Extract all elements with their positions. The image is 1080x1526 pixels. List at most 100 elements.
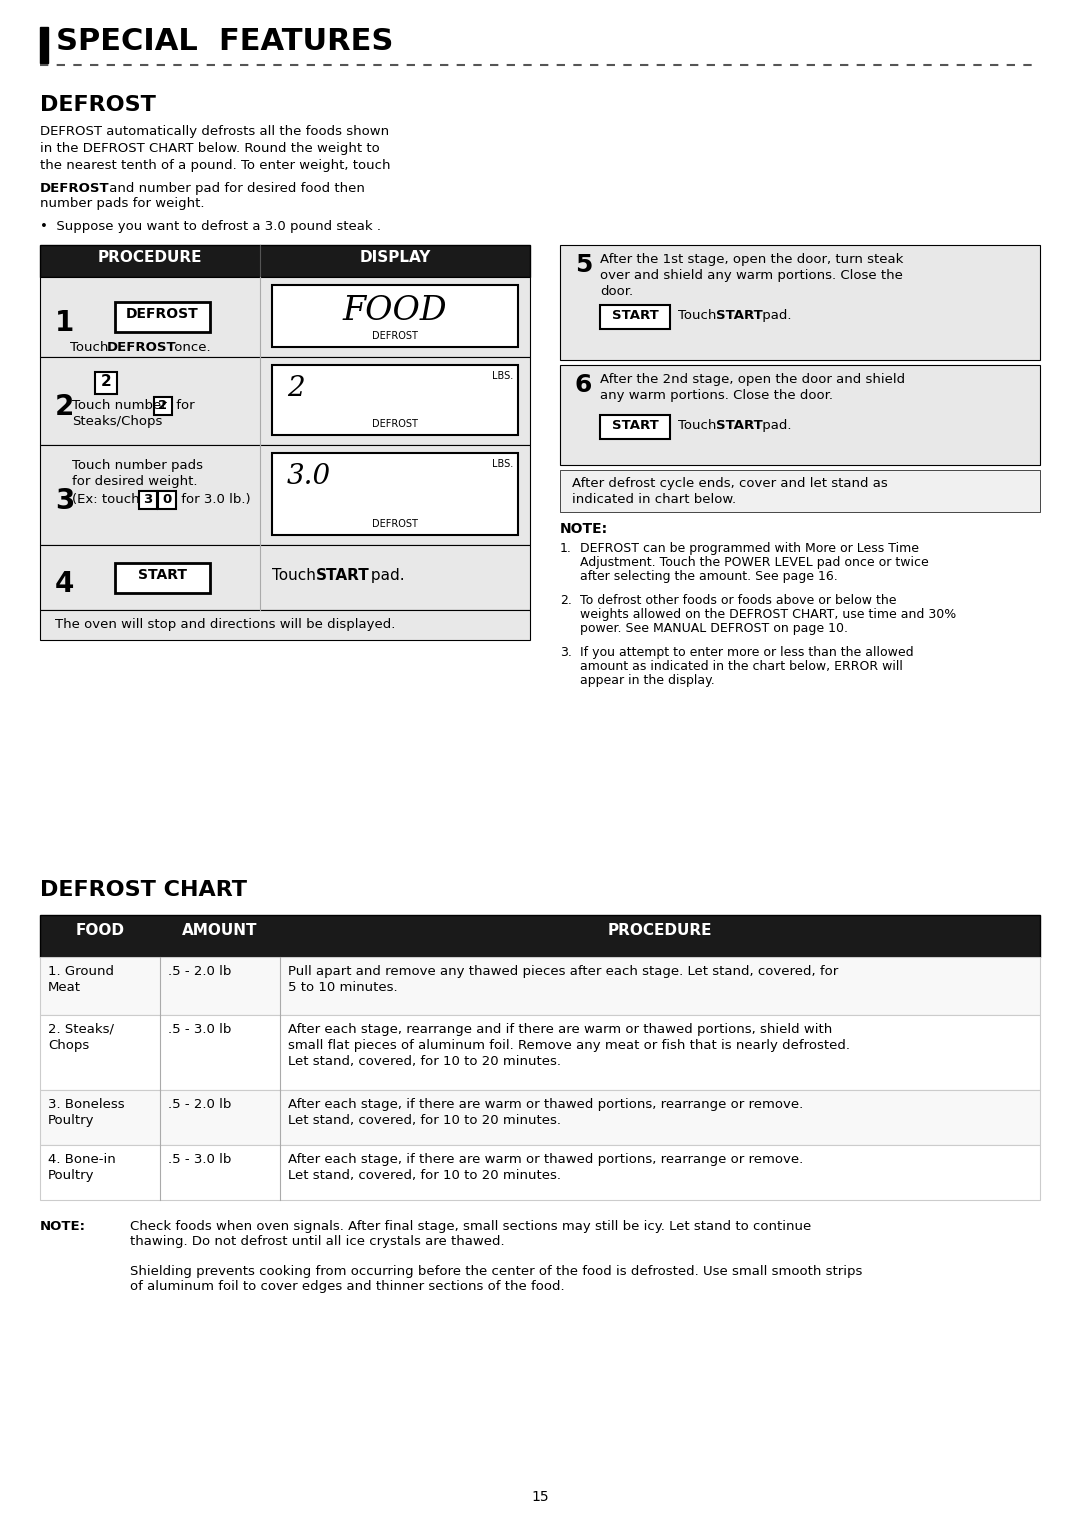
Text: After each stage, rearrange and if there are warm or thawed portions, shield wit: After each stage, rearrange and if there… (288, 1022, 833, 1036)
Text: 2: 2 (159, 398, 167, 412)
Text: DEFROST CHART: DEFROST CHART (40, 881, 247, 900)
Text: DISPLAY: DISPLAY (360, 250, 431, 266)
Text: for: for (172, 398, 194, 412)
Text: START: START (611, 420, 659, 432)
Text: 5 to 10 minutes.: 5 to 10 minutes. (288, 981, 397, 993)
Text: DEFROST: DEFROST (40, 182, 110, 195)
Text: pad.: pad. (366, 568, 405, 583)
Text: once.: once. (170, 340, 211, 354)
Bar (600, 305, 670, 330)
Text: DEFROST: DEFROST (107, 340, 177, 354)
Text: 3. Boneless: 3. Boneless (48, 1099, 124, 1111)
Text: NOTE:: NOTE: (561, 522, 608, 536)
Text: After the 2nd stage, open the door and shield: After the 2nd stage, open the door and s… (600, 372, 905, 386)
Text: and number pad for desired food then: and number pad for desired food then (105, 182, 365, 195)
Bar (40, 610, 530, 639)
Text: power. See MANUAL DEFROST on page 10.: power. See MANUAL DEFROST on page 10. (580, 623, 848, 635)
Text: 4. Bone-in: 4. Bone-in (48, 1154, 116, 1166)
Text: To defrost other foods or foods above or below the: To defrost other foods or foods above or… (580, 594, 896, 607)
Bar (40, 957, 1040, 1015)
Text: for 3.0 lb.): for 3.0 lb.) (177, 493, 251, 507)
Text: FOOD: FOOD (342, 295, 447, 327)
Text: PROCEDURE: PROCEDURE (98, 250, 202, 266)
Text: 2: 2 (100, 374, 111, 389)
Bar (272, 453, 518, 536)
Text: AMOUNT: AMOUNT (183, 923, 258, 938)
Text: (Ex: touch: (Ex: touch (72, 493, 144, 507)
Text: .5 - 2.0 lb: .5 - 2.0 lb (168, 964, 231, 978)
Bar (40, 357, 530, 446)
Text: 3.: 3. (561, 645, 572, 659)
Bar (40, 27, 48, 63)
Text: Touch: Touch (272, 568, 321, 583)
Text: START: START (138, 568, 187, 581)
Text: Chops: Chops (48, 1039, 90, 1051)
Text: Let stand, covered, for 10 to 20 minutes.: Let stand, covered, for 10 to 20 minutes… (288, 1169, 561, 1183)
Bar (272, 365, 518, 435)
Bar (600, 415, 670, 439)
Text: 5: 5 (575, 253, 592, 278)
Text: .5 - 3.0 lb: .5 - 3.0 lb (168, 1022, 231, 1036)
Text: pad.: pad. (758, 420, 792, 432)
Text: DEFROST: DEFROST (373, 331, 418, 340)
Bar (40, 446, 530, 545)
Text: 1.: 1. (561, 542, 572, 555)
Text: 2.: 2. (561, 594, 572, 607)
Text: Touch number pads: Touch number pads (72, 459, 203, 472)
Text: Poultry: Poultry (48, 1169, 95, 1183)
Text: .5 - 2.0 lb: .5 - 2.0 lb (168, 1099, 231, 1111)
Text: DEFROST can be programmed with More or Less Time: DEFROST can be programmed with More or L… (580, 542, 919, 555)
Bar (114, 302, 210, 333)
Text: for desired weight.: for desired weight. (72, 475, 198, 488)
Text: Shielding prevents cooking from occurring before the center of the food is defro: Shielding prevents cooking from occurrin… (130, 1265, 862, 1277)
Text: appear in the display.: appear in the display. (580, 674, 715, 687)
Bar (40, 916, 1040, 957)
Text: START: START (316, 568, 369, 583)
Text: 2: 2 (55, 394, 75, 421)
Bar (154, 397, 172, 415)
Bar (139, 491, 157, 510)
Bar (272, 285, 518, 346)
Text: Poultry: Poultry (48, 1114, 95, 1128)
Text: LBS.: LBS. (491, 371, 513, 382)
Text: DEFROST: DEFROST (40, 95, 156, 114)
Text: Adjustment. Touch the POWER LEVEL pad once or twice: Adjustment. Touch the POWER LEVEL pad on… (580, 555, 929, 569)
Text: 2: 2 (287, 375, 305, 401)
Text: START: START (716, 308, 762, 322)
Text: After each stage, if there are warm or thawed portions, rearrange or remove.: After each stage, if there are warm or t… (288, 1099, 804, 1111)
Text: SPECIAL  FEATURES: SPECIAL FEATURES (56, 27, 393, 56)
Text: .5 - 3.0 lb: .5 - 3.0 lb (168, 1154, 231, 1166)
Text: small flat pieces of aluminum foil. Remove any meat or fish that is nearly defro: small flat pieces of aluminum foil. Remo… (288, 1039, 850, 1051)
Text: Let stand, covered, for 10 to 20 minutes.: Let stand, covered, for 10 to 20 minutes… (288, 1114, 561, 1128)
Bar (561, 470, 1040, 513)
Text: Touch: Touch (678, 420, 720, 432)
Bar (561, 246, 1040, 360)
Text: any warm portions. Close the door.: any warm portions. Close the door. (600, 389, 833, 401)
Text: After each stage, if there are warm or thawed portions, rearrange or remove.: After each stage, if there are warm or t… (288, 1154, 804, 1166)
Text: over and shield any warm portions. Close the: over and shield any warm portions. Close… (600, 269, 903, 282)
Text: DEFROST: DEFROST (373, 420, 418, 429)
Text: 1: 1 (55, 308, 75, 337)
Text: DEFROST automatically defrosts all the foods shown
in the DEFROST CHART below. R: DEFROST automatically defrosts all the f… (40, 125, 391, 189)
Text: Check foods when oven signals. After final stage, small sections may still be ic: Check foods when oven signals. After fin… (130, 1219, 811, 1233)
Bar (40, 545, 530, 610)
Text: Touch: Touch (678, 308, 720, 322)
Text: Let stand, covered, for 10 to 20 minutes.: Let stand, covered, for 10 to 20 minutes… (288, 1054, 561, 1068)
Text: LBS.: LBS. (491, 459, 513, 468)
Text: FOOD: FOOD (76, 923, 124, 938)
Text: Touch number: Touch number (72, 398, 171, 412)
Text: of aluminum foil to cover edges and thinner sections of the food.: of aluminum foil to cover edges and thin… (130, 1280, 565, 1293)
Bar (158, 491, 176, 510)
Text: The oven will stop and directions will be displayed.: The oven will stop and directions will b… (55, 618, 395, 630)
Text: door.: door. (600, 285, 633, 298)
Text: 1. Ground: 1. Ground (48, 964, 114, 978)
Text: 4: 4 (55, 569, 75, 598)
Text: DEFROST: DEFROST (126, 307, 199, 320)
Text: After defrost cycle ends, cover and let stand as: After defrost cycle ends, cover and let … (572, 478, 888, 490)
Text: NOTE:: NOTE: (40, 1219, 86, 1233)
Bar (40, 278, 530, 357)
Bar (95, 372, 117, 394)
Text: after selecting the amount. See page 16.: after selecting the amount. See page 16. (580, 571, 838, 583)
Text: 2. Steaks/: 2. Steaks/ (48, 1022, 114, 1036)
Text: pad.: pad. (758, 308, 792, 322)
